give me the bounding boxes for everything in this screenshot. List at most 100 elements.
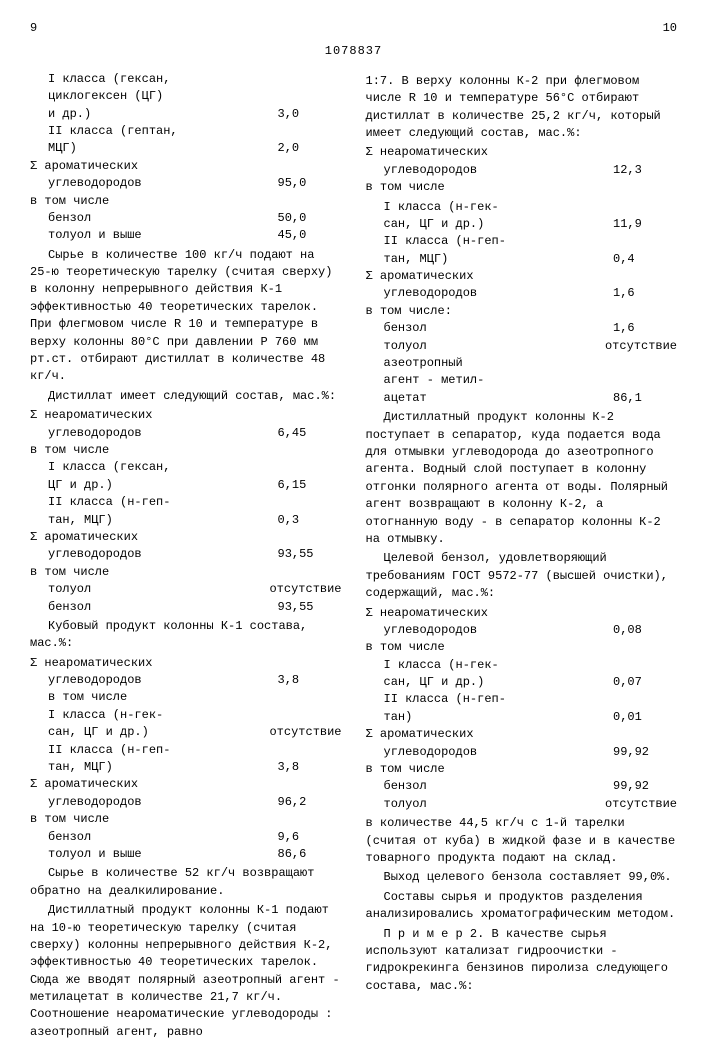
row-value [613, 691, 677, 708]
data-row: углеводородов3,8 [30, 672, 342, 689]
data-row: бензол 99,92 [366, 778, 678, 795]
data-row: бензол1,6 [366, 320, 678, 337]
data-row: Σ ароматических [366, 726, 678, 743]
document-number: 1078837 [30, 43, 677, 60]
row-value: отсутствие [605, 796, 677, 813]
row-label: Σ ароматических [30, 158, 138, 175]
data-row: Σ ароматических [30, 158, 342, 175]
row-label: бензол [366, 320, 427, 337]
data-row: сан, ЦГ и др.) 11,9 [366, 216, 678, 233]
row-label: I класса (гексан, [30, 459, 170, 476]
row-label: тан, МЦГ) [30, 759, 113, 776]
row-value: 3,0 [278, 106, 342, 123]
data-row: циклогексен (ЦГ) [30, 88, 342, 105]
row-value [278, 776, 342, 793]
data-row: I класса (н-гек- [30, 707, 342, 724]
row-label: и др.) [30, 106, 91, 123]
data-row: I класса (н-гек- [366, 199, 678, 216]
row-value [278, 811, 342, 828]
left-p3: Кубовый продукт колонны К-1 состава, мас… [30, 618, 342, 653]
left-column: I класса (гексан,циклогексен (ЦГ)и др.)3… [30, 71, 342, 1043]
right-column: 1:7. В верху колонны К-2 при флегмовом ч… [366, 71, 678, 1043]
data-row: Σ неароматических [366, 605, 678, 622]
row-label: толуол и выше [30, 846, 142, 863]
row-value: 0,3 [278, 512, 342, 529]
row-value [278, 529, 342, 546]
row-value [613, 268, 677, 285]
data-row: тан, МЦГ) 3,8 [30, 759, 342, 776]
data-row: Σ ароматических [366, 268, 678, 285]
data-row: бензол93,55 [30, 599, 342, 616]
data-row: I класса (гексан, [30, 459, 342, 476]
data-row: в том числе [30, 811, 342, 828]
row-value [278, 71, 342, 88]
right-p3: Целевой бензол, удовлетворяющий требован… [366, 550, 678, 602]
data-row: азеотропный [366, 355, 678, 372]
row-value [278, 193, 342, 210]
right-p5: Выход целевого бензола составляет 99,0%. [366, 869, 678, 886]
row-value: 95,0 [278, 175, 342, 192]
row-value [613, 761, 677, 778]
row-value [613, 233, 677, 250]
data-row: толуол и выше 45,0 [30, 227, 342, 244]
row-label: II класса (н-геп- [30, 742, 170, 759]
row-value [278, 655, 342, 672]
data-row: углеводородов95,0 [30, 175, 342, 192]
data-row: I класса (н-гек- [366, 657, 678, 674]
row-label: углеводородов [366, 285, 478, 302]
row-label: тан, МЦГ) [30, 512, 113, 529]
row-value: 45,0 [278, 227, 342, 244]
row-label: МЦГ) [30, 140, 77, 157]
row-value: 99,92 [613, 744, 677, 761]
right-p6: Составы сырья и продуктов разделения ана… [366, 889, 678, 924]
columns: I класса (гексан,циклогексен (ЦГ)и др.)3… [30, 71, 677, 1043]
data-row: тан, МЦГ)0,4 [366, 251, 678, 268]
left-p2: Дистиллат имеет следующий состав, мас.%: [30, 388, 342, 405]
row-value [613, 372, 677, 389]
data-row: II класса (н-геп- [30, 494, 342, 511]
row-value: 99,92 [613, 778, 677, 795]
row-value: 93,55 [278, 546, 342, 563]
data-row: агент - метил- [366, 372, 678, 389]
row-label: углеводородов [366, 744, 478, 761]
row-value [613, 179, 677, 196]
row-label: толуол и выше [30, 227, 142, 244]
row-label: тан, МЦГ) [366, 251, 449, 268]
row-value [613, 303, 677, 320]
row-label: в том числе [30, 564, 109, 581]
row-value: 6,45 [278, 425, 342, 442]
data-row: Σ ароматических [30, 776, 342, 793]
row-label: II класса (н-геп- [366, 233, 506, 250]
row-label: в том числе [30, 689, 127, 706]
row-label: ЦГ и др.) [30, 477, 113, 494]
row-value [278, 689, 342, 706]
row-value: 86,6 [278, 846, 342, 863]
row-value: 3,8 [278, 759, 342, 776]
row-label: агент - метил- [366, 372, 485, 389]
row-value: 86,1 [613, 390, 677, 407]
left-p5: Дистиллатный продукт колонны К-1 подают … [30, 902, 342, 1041]
row-label: ацетат [366, 390, 427, 407]
row-value [278, 88, 342, 105]
row-value: 0,08 [613, 622, 677, 639]
data-row: Σ неароматических [30, 655, 342, 672]
row-label: сан, ЦГ и др.) [366, 674, 485, 691]
row-label: Σ ароматических [366, 726, 474, 743]
row-label: I класса (гексан, [30, 71, 170, 88]
row-label: Σ ароматических [366, 268, 474, 285]
data-row: в том числе [366, 179, 678, 196]
row-label: азеотропный [366, 355, 463, 372]
data-row: и др.) 3,0 [30, 106, 342, 123]
data-row: тан, МЦГ) 0,3 [30, 512, 342, 529]
left-p1: Сырье в количестве 100 кг/ч подают на 25… [30, 247, 342, 386]
data-row: толуолотсутствие [366, 796, 678, 813]
row-value: 11,9 [613, 216, 677, 233]
row-label: бензол [366, 778, 427, 795]
row-value: 0,01 [613, 709, 677, 726]
row-value [278, 158, 342, 175]
row-label: сан, ЦГ и др.) [366, 216, 485, 233]
row-label: Σ неароматических [366, 605, 488, 622]
row-value [278, 707, 342, 724]
row-value [278, 123, 342, 140]
row-label: тан) [366, 709, 413, 726]
